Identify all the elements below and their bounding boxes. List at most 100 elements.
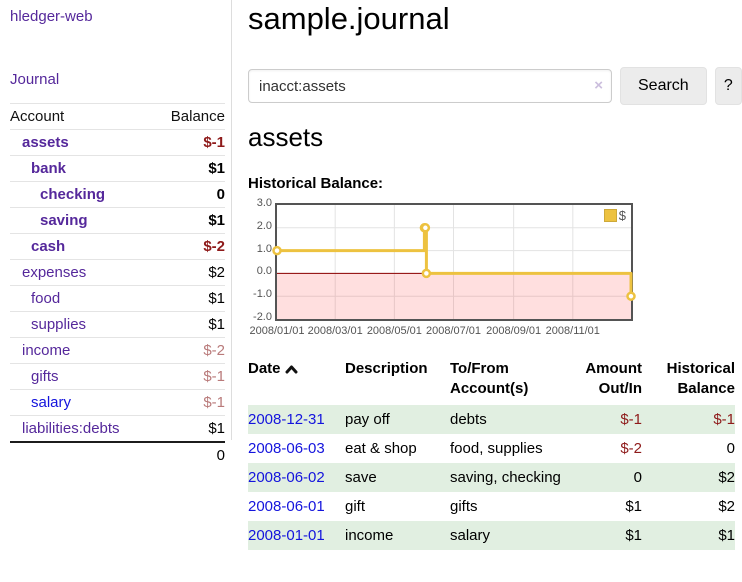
transaction-balance: $1	[718, 527, 735, 544]
transactions-table: Date Description To/From Account(s) Amou…	[248, 357, 735, 550]
account-row-gifts: gifts $-1	[10, 363, 225, 390]
transaction-date-link[interactable]: 2008-06-03	[248, 440, 325, 457]
legend-swatch-icon	[603, 209, 617, 222]
transaction-amount: $-2	[620, 440, 642, 457]
app-title-link[interactable]: hledger-web	[10, 8, 93, 25]
account-link[interactable]: salary	[31, 394, 72, 411]
transaction-accounts: food, supplies	[450, 440, 543, 457]
account-row-food: food $1	[10, 285, 225, 312]
transaction-accounts: gifts	[450, 498, 478, 515]
amount-column-header: Amount Out/In	[585, 360, 642, 397]
accounts-table-header: Account Balance	[10, 103, 225, 130]
account-balance: $-1	[203, 394, 225, 411]
plot-area: $	[272, 203, 636, 321]
transaction-row: 2008-01-01 income salary $1 $1	[248, 521, 735, 550]
transaction-accounts: debts	[450, 411, 487, 428]
sidebar-divider	[231, 0, 232, 440]
accounts-table: Account Balance assets $-1 bank $1 check…	[10, 103, 225, 468]
search-input[interactable]	[248, 69, 612, 103]
transaction-accounts: saving, checking	[450, 469, 561, 486]
search-button[interactable]: Search	[620, 67, 707, 105]
y-axis-tick-label: -1.0	[253, 288, 272, 301]
x-axis-tick-label: 2008/01/01	[249, 325, 305, 337]
account-row-income: income $-2	[10, 337, 225, 364]
account-link[interactable]: supplies	[31, 316, 87, 333]
account-link[interactable]: bank	[31, 160, 67, 177]
transaction-date-link[interactable]: 2008-12-31	[248, 411, 325, 428]
account-balance: $-1	[203, 134, 225, 151]
accounts-total: 0	[216, 447, 225, 464]
account-row-bank: bank $1	[10, 155, 225, 182]
transaction-balance: 0	[726, 440, 735, 457]
transaction-date-link[interactable]: 2008-06-02	[248, 469, 325, 486]
search-box: ×	[248, 69, 612, 103]
balance-column-header: Balance	[170, 108, 225, 125]
transaction-amount: $-1	[620, 411, 642, 428]
transaction-accounts: salary	[450, 527, 491, 544]
help-button[interactable]: ?	[714, 67, 742, 105]
x-axis-tick-label: 2008/11/01	[545, 325, 600, 337]
description-column-header: Description	[345, 360, 428, 377]
page-title: sample.journal	[248, 1, 450, 36]
account-page-title: assets	[248, 122, 324, 152]
account-link[interactable]: food	[31, 290, 61, 307]
chevron-up-icon	[285, 360, 298, 380]
transactions-header-row: Date Description To/From Account(s) Amou…	[248, 357, 735, 405]
search-form: × Search ?	[248, 67, 742, 105]
account-link[interactable]: assets	[22, 134, 69, 151]
main-content: sample.journal × Search ? assets Histori…	[248, 0, 742, 582]
transaction-balance: $2	[718, 469, 735, 486]
account-balance: $1	[208, 290, 225, 307]
x-axis-tick-label: 2008/09/01	[486, 325, 542, 337]
account-balance: $2	[208, 264, 225, 281]
transaction-balance: $-1	[713, 411, 735, 428]
tofrom-column-header: To/From Account(s)	[450, 360, 529, 397]
date-column-header[interactable]: Date	[248, 357, 345, 405]
account-row-supplies: supplies $1	[10, 311, 225, 338]
balance-column-header: Historical Balance	[666, 360, 735, 397]
clear-search-icon[interactable]: ×	[594, 77, 603, 94]
account-row-checking: checking 0	[10, 181, 225, 208]
transaction-balance: $2	[718, 498, 735, 515]
account-balance: $1	[208, 316, 225, 333]
chart-canvas	[272, 205, 636, 319]
transaction-description: save	[345, 469, 377, 486]
account-balance: $1	[208, 212, 225, 229]
x-axis-tick-label: 2008/03/01	[307, 325, 363, 337]
transaction-description: gift	[345, 498, 366, 515]
account-link[interactable]: expenses	[22, 264, 87, 281]
transaction-amount: 0	[633, 469, 642, 486]
y-axis-tick-label: 1.0	[256, 242, 272, 255]
account-link[interactable]: gifts	[31, 368, 59, 385]
transaction-row: 2008-06-03 eat & shop food, supplies $-2…	[248, 434, 735, 463]
x-axis-tick-label: 2008/05/01	[366, 325, 422, 337]
transaction-amount: $1	[625, 527, 642, 544]
account-link[interactable]: income	[22, 342, 71, 359]
account-row-assets: assets $-1	[10, 129, 225, 156]
y-axis-tick-label: 0.0	[256, 265, 272, 278]
chart-title: Historical Balance:	[248, 175, 384, 192]
account-row-cash: cash $-2	[10, 233, 225, 260]
account-balance: $-2	[203, 238, 225, 255]
transaction-date-link[interactable]: 2008-01-01	[248, 527, 325, 544]
account-row-expenses: expenses $2	[10, 259, 225, 286]
legend-label: $	[618, 208, 626, 223]
transaction-description: eat & shop	[345, 440, 417, 457]
x-axis-tick-label: 2008/07/01	[425, 325, 482, 337]
transaction-date-link[interactable]: 2008-06-01	[248, 498, 325, 515]
account-link[interactable]: checking	[40, 186, 106, 203]
transaction-row: 2008-12-31 pay off debts $-1 $-1	[248, 405, 735, 434]
account-row-saving: saving $1	[10, 207, 225, 234]
account-link[interactable]: saving	[40, 212, 88, 229]
account-balance: $1	[208, 160, 225, 177]
balance-chart: $ 3.0 2.0 1.0 0.0 -1.0 -2.0 2008/01/01 2008/03/…	[248, 197, 742, 350]
account-link[interactable]: cash	[31, 238, 66, 255]
y-axis-tick-label: -2.0	[253, 311, 272, 323]
account-row-liabilities-debts: liabilities:debts $1	[10, 415, 225, 443]
y-axis-tick-label: 2.0	[256, 219, 272, 232]
transaction-description: income	[345, 527, 394, 544]
transaction-row: 2008-06-02 save saving, checking 0 $2	[248, 463, 735, 492]
sidebar-item-journal[interactable]: Journal	[10, 71, 60, 88]
account-link[interactable]: liabilities:debts	[22, 420, 120, 437]
account-balance: 0	[216, 186, 225, 203]
